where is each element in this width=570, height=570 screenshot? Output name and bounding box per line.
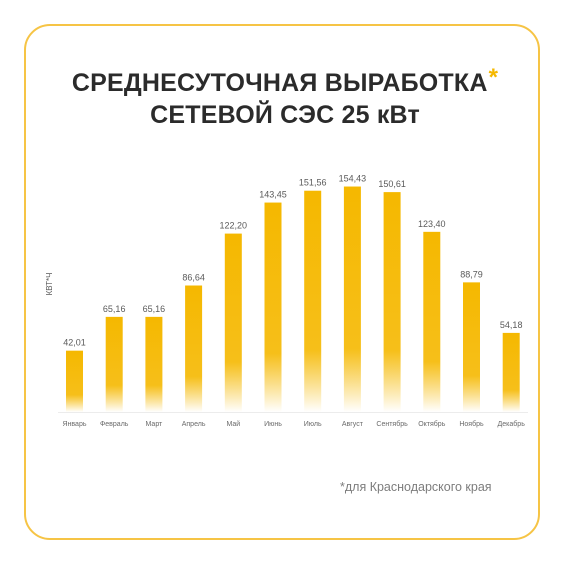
category-label-6: Июнь bbox=[264, 421, 282, 428]
value-label-2: 65,16 bbox=[103, 304, 126, 314]
title-line-1: СРЕДНЕСУТОЧНАЯ ВЫРАБОТКА bbox=[71, 69, 488, 97]
category-label-4: Апрель bbox=[182, 421, 206, 428]
category-label-12: Декабрь bbox=[498, 420, 526, 428]
bar-7 bbox=[304, 190, 322, 412]
category-label-3: Март bbox=[146, 421, 164, 428]
value-label-9: 150,61 bbox=[378, 179, 406, 189]
value-label-5: 122,20 bbox=[220, 221, 248, 231]
category-label-1: Январь bbox=[63, 421, 87, 428]
value-label-11: 88,79 bbox=[460, 269, 483, 279]
category-label-2: Февраль bbox=[100, 421, 129, 428]
bar-12 bbox=[502, 332, 520, 412]
category-label-9: Сентябрь bbox=[376, 420, 408, 428]
value-label-10: 123,40 bbox=[418, 219, 446, 229]
bar-2 bbox=[105, 316, 123, 412]
value-label-8: 154,43 bbox=[339, 174, 367, 184]
bar-10 bbox=[423, 231, 441, 412]
title-line-2: СЕТЕВОЙ СЭС 25 кВт bbox=[150, 101, 420, 129]
value-label-3: 65,16 bbox=[143, 304, 166, 314]
category-label-10: Октябрь bbox=[418, 420, 445, 428]
y-axis-label: КВТ*Ч bbox=[45, 273, 54, 296]
value-label-1: 42,01 bbox=[63, 338, 86, 348]
bar-1 bbox=[66, 350, 83, 412]
bar-4 bbox=[185, 285, 203, 412]
bar-11 bbox=[463, 282, 480, 412]
value-label-7: 151,56 bbox=[299, 178, 327, 188]
value-label-4: 86,64 bbox=[182, 273, 205, 283]
bar-8 bbox=[343, 186, 361, 412]
category-label-5: Май bbox=[226, 420, 240, 428]
footnote: *для Краснодарского края bbox=[340, 480, 492, 494]
bars-group: 42,01 Январь 65,16 Февраль 65,16 Март 86,64 Апр… bbox=[63, 174, 526, 428]
card-frame bbox=[24, 24, 540, 540]
title-asterisk: * bbox=[488, 64, 499, 91]
value-label-6: 143,45 bbox=[259, 190, 287, 200]
category-label-7: Июль bbox=[304, 421, 322, 428]
chart-title: СРЕДНЕСУТОЧНАЯ ВЫРАБОТКА* СЕТЕВОЙ СЭС 25… bbox=[0, 62, 570, 131]
bar-6 bbox=[264, 202, 282, 412]
bar-9 bbox=[383, 192, 401, 412]
bar-3 bbox=[145, 316, 163, 412]
bar-5 bbox=[224, 233, 242, 412]
value-label-12: 54,18 bbox=[500, 320, 523, 330]
category-label-8: Август bbox=[342, 421, 364, 428]
category-label-11: Ноябрь bbox=[459, 420, 484, 428]
